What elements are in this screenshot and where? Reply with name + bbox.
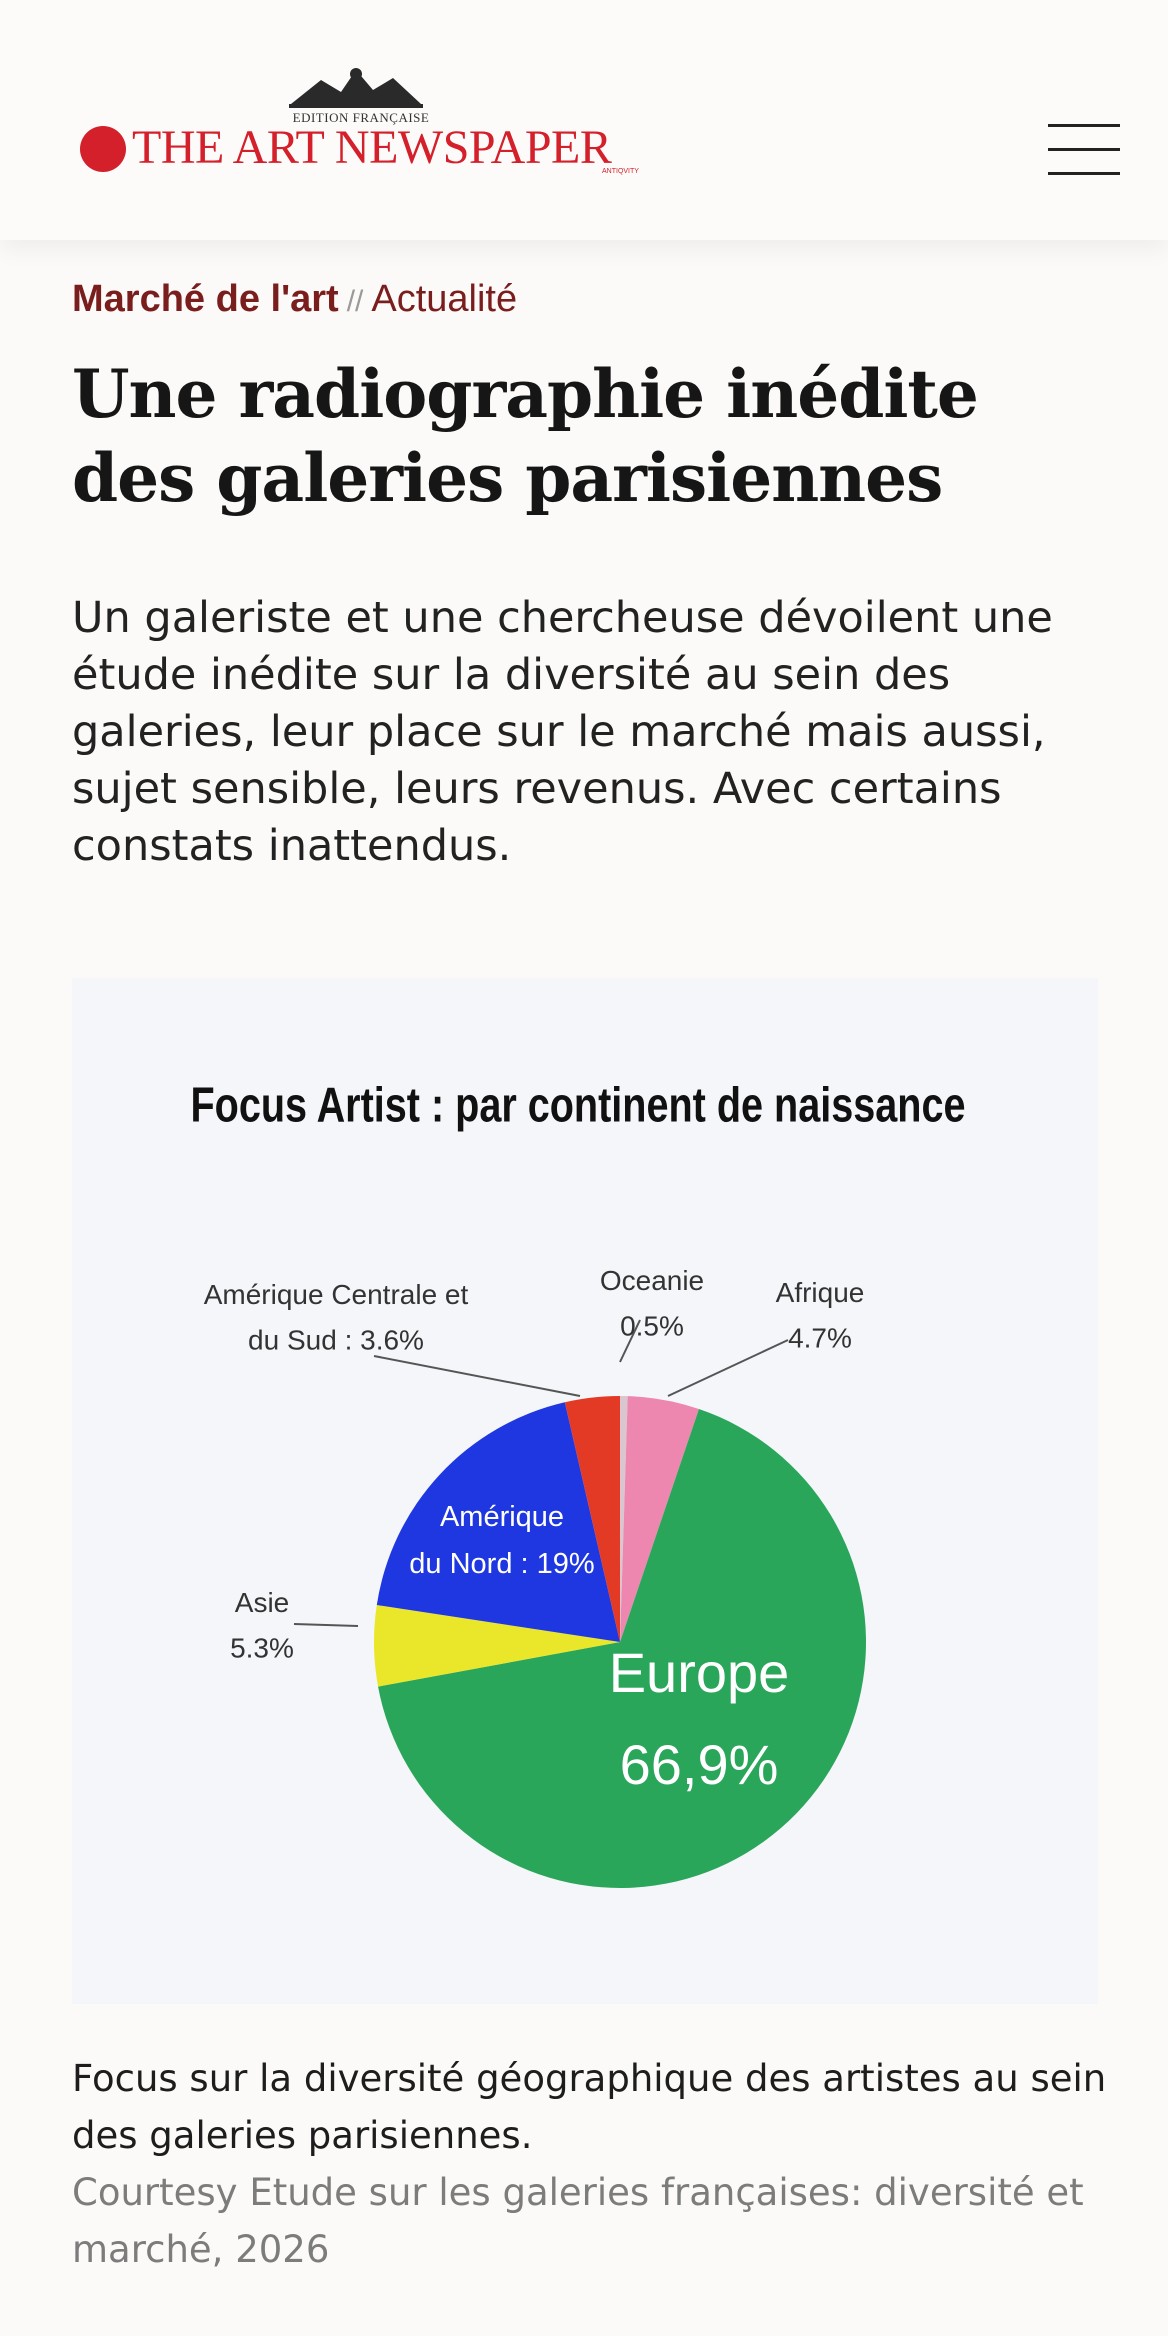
slice-label: du Nord : 19% [409,1548,594,1580]
slice-europe [378,1409,866,1888]
slice-label: Amérique [440,1501,564,1533]
edition-label: EDITION FRANÇAISE [292,110,430,125]
article-title: Une radiographie inédite des galeries pa… [72,355,979,517]
logo-disc-icon [80,126,126,172]
slice-label: Asie [235,1587,289,1618]
breadcrumb-section-link[interactable]: Marché de l'art [72,278,339,320]
slice-label: du Sud : 3.6% [248,1324,424,1355]
menu-bar [1048,124,1120,127]
figure-caption: Focus sur la diversité géographique des … [72,2057,1107,2157]
slice-oceanie [620,1396,628,1642]
slice-afrique [620,1396,699,1642]
slice-amerique-centrale-et-du-sud [564,1396,620,1642]
slice-label: 0.5% [620,1310,684,1341]
site-header: EDITION FRANÇAISE THE ART NEWSPAPER ANTI… [0,0,1168,240]
slice-label: Europe [609,1641,790,1704]
logo-tiny-text: ANTIQVITY [602,168,639,175]
slice-label: 66,9% [620,1733,779,1796]
leader-line [293,1623,359,1627]
menu-bar [1048,148,1120,151]
slice-label: Oceanie [600,1265,704,1296]
hamburger-menu-icon[interactable] [1048,124,1120,176]
emblem-icon [289,68,423,108]
breadcrumb-subsection-link[interactable]: Actualité [371,278,518,320]
menu-bar [1048,172,1120,175]
pie-chart: Focus Artist : par continent de naissanc… [190,1078,966,1888]
site-logo[interactable]: EDITION FRANÇAISE THE ART NEWSPAPER ANTI… [76,62,646,182]
article-lead: Un galeriste et une chercheuse dévoilent… [72,593,1053,871]
slice-label: Afrique [776,1277,865,1308]
leader-line [667,1339,789,1397]
breadcrumb: Marché de l'art//Actualité [72,278,517,321]
slice-label: Amérique Centrale et [204,1279,469,1310]
breadcrumb-separator: // [346,285,364,318]
slice-asie [374,1605,620,1687]
chart-title: Focus Artist : par continent de naissanc… [190,1078,965,1132]
slice-label: 4.7% [788,1322,852,1353]
leader-line [373,1355,581,1397]
figure-credit: Courtesy Etude sur les galeries français… [72,2171,1084,2271]
chart-figure: Focus Artist : par continent de naissanc… [72,978,1098,2004]
slice-amerique-du-nord [376,1402,620,1642]
slice-label: 5.3% [230,1632,294,1663]
leader-line [619,1319,641,1363]
logo-wordmark: THE ART NEWSPAPER [132,121,612,174]
